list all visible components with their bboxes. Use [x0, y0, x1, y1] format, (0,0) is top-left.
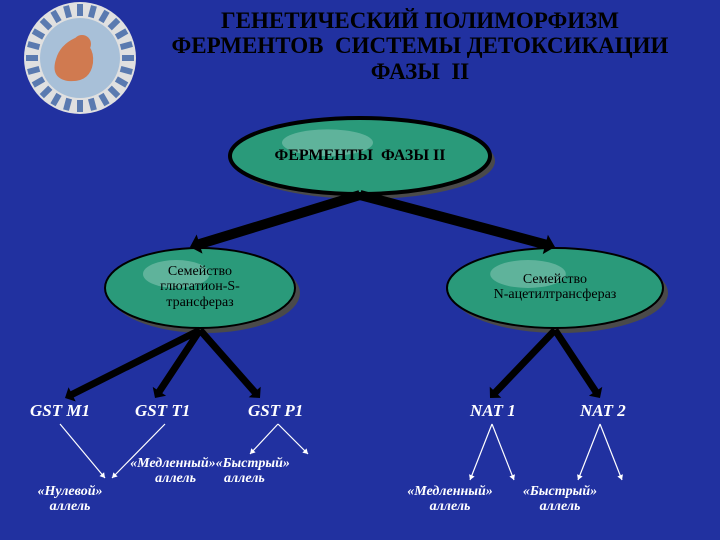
root-node-label: ФЕРМЕНТЫ ФАЗЫ II [230, 147, 490, 165]
gene-label-4: NAT 2 [580, 402, 626, 421]
dna-embryo-logo-icon [24, 2, 136, 114]
arrow-icon [197, 328, 260, 398]
allele-label-2: «Медленный» аллель [407, 484, 493, 515]
gene-label-3: NAT 1 [470, 402, 516, 421]
gene-label-1: GST T1 [135, 402, 190, 421]
arrow-icon [359, 190, 555, 254]
diagram-canvas: ГЕНЕТИЧЕСКИЙ ПОЛИМОРФИЗМ ФЕРМЕНТОВ СИСТЕ… [0, 0, 720, 540]
page-title: ГЕНЕТИЧЕСКИЙ ПОЛИМОРФИЗМ ФЕРМЕНТОВ СИСТЕ… [150, 8, 690, 84]
gene-label-0: GST M1 [30, 402, 90, 421]
family-node-1-label: Семейство N-ацетилтрансфераз [447, 272, 663, 303]
arrow-icon [190, 190, 361, 253]
gene-label-2: GST P1 [248, 402, 303, 421]
allele-label-0: «Нулевой» аллель [38, 484, 103, 515]
allele-label-1: «Медленный»«Быстрый» аллель аллель [130, 456, 290, 487]
arrow-icon [552, 328, 602, 398]
family-node-0-label: Семейство глютатион-S- трансфераз [105, 264, 295, 310]
allele-label-3: «Быстрый» аллель [523, 484, 597, 515]
arrow-icon [490, 328, 558, 398]
